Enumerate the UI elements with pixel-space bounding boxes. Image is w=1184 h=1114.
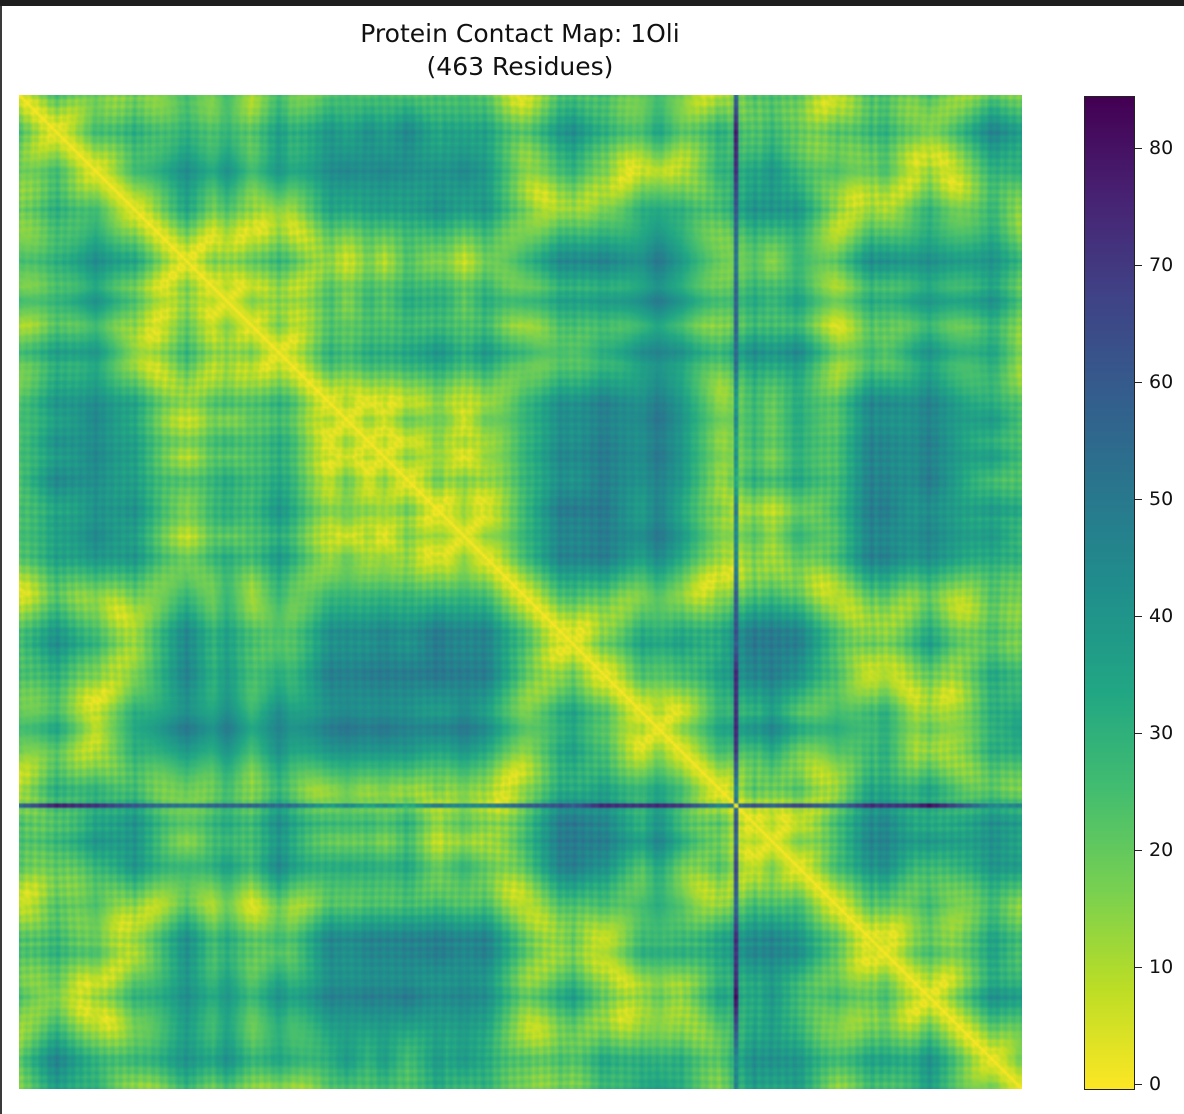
colorbar-tick-mark bbox=[1135, 382, 1142, 384]
colorbar-tick-mark bbox=[1135, 265, 1142, 267]
colorbar-tick-mark bbox=[1135, 499, 1142, 501]
colorbar-tick-label: 10 bbox=[1149, 956, 1174, 979]
colorbar-tick-label: 70 bbox=[1149, 254, 1174, 277]
colorbar-tick-mark bbox=[1135, 616, 1142, 618]
colorbar bbox=[1084, 96, 1135, 1090]
colorbar-tick-mark bbox=[1135, 148, 1142, 150]
colorbar-tick-label: 80 bbox=[1149, 137, 1174, 160]
colorbar-tick-mark bbox=[1135, 967, 1142, 969]
chart-title: Protein Contact Map: 1Oli bbox=[360, 19, 680, 48]
colorbar-tick-label: 20 bbox=[1149, 839, 1174, 862]
colorbar-tick-label: 30 bbox=[1149, 722, 1174, 745]
colorbar-tick-label: 0 bbox=[1149, 1073, 1162, 1095]
contact-map-heatmap bbox=[19, 95, 1022, 1089]
colorbar-tick-label: 60 bbox=[1149, 371, 1174, 394]
colorbar-tick-label: 40 bbox=[1149, 605, 1174, 628]
colorbar-tick-label: 50 bbox=[1149, 488, 1174, 511]
chart-subtitle: (463 Residues) bbox=[426, 52, 614, 81]
colorbar-tick-mark bbox=[1135, 1084, 1142, 1085]
figure-canvas: Protein Contact Map: 1Oli (463 Residues)… bbox=[0, 6, 1184, 1114]
colorbar-tick-mark bbox=[1135, 733, 1142, 735]
colorbar-tick-mark bbox=[1135, 850, 1142, 852]
